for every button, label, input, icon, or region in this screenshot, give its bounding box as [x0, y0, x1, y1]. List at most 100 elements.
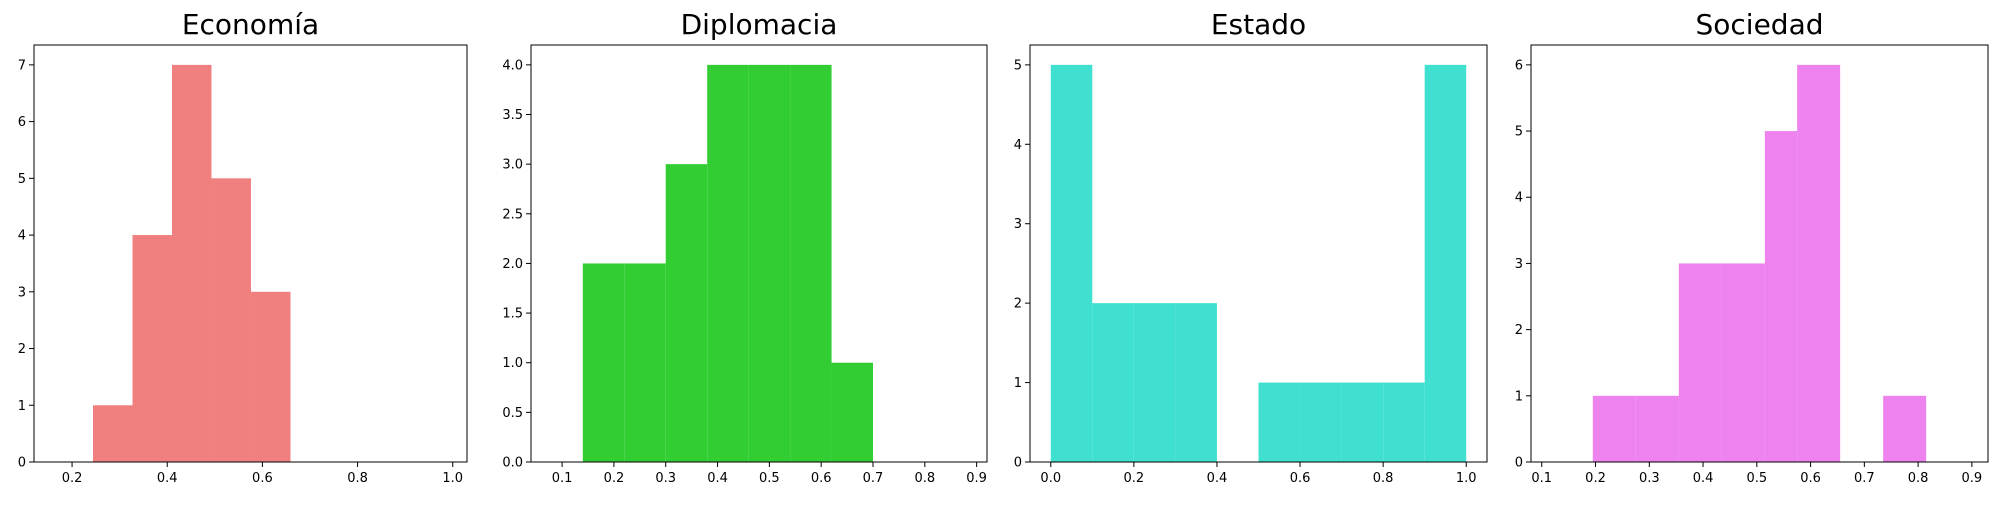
histogram-bar	[1721, 263, 1765, 462]
axes-frame	[1029, 44, 1488, 463]
histogram-bar	[1797, 64, 1841, 462]
histogram-bar	[132, 235, 172, 462]
histogram-bar	[250, 291, 291, 462]
x-tick-label: 0.2	[62, 471, 83, 486]
chart-title: Estado	[1211, 8, 1306, 41]
y-tick-label: 1.0	[502, 356, 523, 371]
x-tick-label: 0.0	[1040, 471, 1061, 486]
y-tick-label: 2	[1014, 297, 1022, 312]
y-tick-label: 3.5	[502, 108, 523, 123]
chart-panel-3: 0.0 0.2 0.4 0.6 0.8 1.0 0 1 2 3 4 5 Estado	[1014, 8, 1488, 486]
histogram-bar	[1092, 303, 1134, 462]
histogram-bar	[665, 164, 708, 462]
y-tick-label: 2	[18, 342, 26, 357]
y-tick-label: 7	[18, 58, 26, 73]
axes-frame	[33, 44, 468, 463]
histogram-bar	[790, 64, 832, 462]
histogram-bar	[1678, 263, 1722, 462]
x-tick-label: 0.8	[1373, 471, 1394, 486]
histogram-bar	[93, 405, 133, 462]
histogram-bar	[1424, 64, 1467, 462]
y-tick-label: 3	[1515, 257, 1523, 272]
histogram-bar	[1341, 382, 1384, 462]
histogram-bar	[624, 263, 666, 462]
y-tick-label: 5	[1515, 125, 1523, 140]
x-tick-label: 0.4	[707, 471, 728, 486]
x-tick-label: 0.5	[1746, 471, 1767, 486]
y-tick-label: 6	[1515, 58, 1523, 73]
y-tick-label: 1	[1014, 376, 1022, 391]
x-tick-label: 0.2	[1124, 471, 1145, 486]
y-tick-label: 6	[18, 115, 26, 130]
y-tick-label: 4	[1515, 191, 1523, 206]
x-tick-label: 0.2	[1585, 471, 1606, 486]
histogram-bar	[171, 64, 212, 462]
y-tick-label: 4.0	[502, 58, 523, 73]
y-tick-label: 3	[1014, 217, 1022, 232]
x-tick-label: 0.1	[1531, 471, 1552, 486]
chart-title: Sociedad	[1695, 8, 1823, 41]
chart-title: Diplomacia	[681, 8, 838, 41]
y-tick-label: 2.0	[502, 257, 523, 272]
axes-frame	[1530, 44, 1989, 463]
y-tick-label: 0	[1515, 456, 1523, 471]
y-tick-label: 5	[1014, 58, 1022, 73]
x-tick-label: 0.2	[604, 471, 625, 486]
histogram-bar	[582, 263, 625, 462]
x-tick-label: 0.9	[966, 471, 987, 486]
histogram-bar	[1258, 382, 1301, 462]
x-tick-label: 0.8	[347, 471, 368, 486]
y-tick-label: 2.5	[502, 207, 523, 222]
y-tick-label: 4	[1014, 138, 1022, 153]
histogram-bar	[1764, 131, 1798, 463]
x-tick-label: 0.7	[1854, 471, 1875, 486]
x-tick-label: 0.6	[252, 471, 273, 486]
histogram-bar	[1050, 64, 1093, 462]
histogram-bar	[707, 64, 749, 462]
histogram-bar	[1133, 303, 1176, 462]
y-tick-label: 0.0	[502, 456, 523, 471]
y-tick-label: 2	[1515, 323, 1523, 338]
x-tick-label: 1.0	[442, 471, 463, 486]
y-tick-label: 3.0	[502, 158, 523, 173]
histogram-bar	[831, 362, 873, 462]
axes-frame	[530, 44, 988, 463]
y-tick-label: 1	[1515, 389, 1523, 404]
histogram-bar	[748, 64, 791, 462]
histogram-bar	[1635, 395, 1679, 462]
x-tick-label: 0.5	[759, 471, 780, 486]
x-tick-label: 0.6	[811, 471, 832, 486]
x-tick-label: 0.4	[1207, 471, 1228, 486]
chart-panel-4: 0.1 0.2 0.3 0.4 0.5 0.6 0.7 0.8 0.9 0 1 2 3 4 5 6 Socied…	[1515, 8, 1989, 486]
x-tick-label: 0.8	[1908, 471, 1929, 486]
y-tick-label: 0	[18, 456, 26, 471]
chart-panel-1: 0.2 0.4 0.6 0.8 1.0 0 1 2 3 4 5 6 7 Economía	[18, 8, 468, 486]
x-tick-label: 0.1	[552, 471, 573, 486]
x-tick-label: 0.3	[655, 471, 676, 486]
y-tick-label: 0.5	[502, 406, 523, 421]
histogram-bar	[211, 178, 251, 462]
x-tick-label: 1.0	[1456, 471, 1477, 486]
y-tick-label: 0	[1014, 456, 1022, 471]
x-tick-label: 0.6	[1290, 471, 1311, 486]
x-tick-label: 0.3	[1639, 471, 1660, 486]
y-tick-label: 5	[18, 172, 26, 187]
histogram-bar	[1592, 395, 1636, 462]
histogram-bar	[1175, 303, 1217, 462]
histogram-bar	[1383, 382, 1425, 462]
histogram-bar	[1300, 382, 1342, 462]
x-tick-label: 0.4	[1693, 471, 1714, 486]
chart-title: Economía	[182, 8, 319, 41]
x-tick-label: 0.7	[863, 471, 884, 486]
y-tick-label: 4	[18, 229, 26, 244]
x-tick-label: 0.9	[1962, 471, 1983, 486]
y-tick-label: 1.5	[502, 307, 523, 322]
x-tick-label: 0.6	[1800, 471, 1821, 486]
y-tick-label: 1	[18, 399, 26, 414]
histogram-bar	[1883, 395, 1927, 462]
x-tick-label: 0.8	[914, 471, 935, 486]
x-tick-label: 0.4	[157, 471, 178, 486]
y-tick-label: 3	[18, 285, 26, 300]
